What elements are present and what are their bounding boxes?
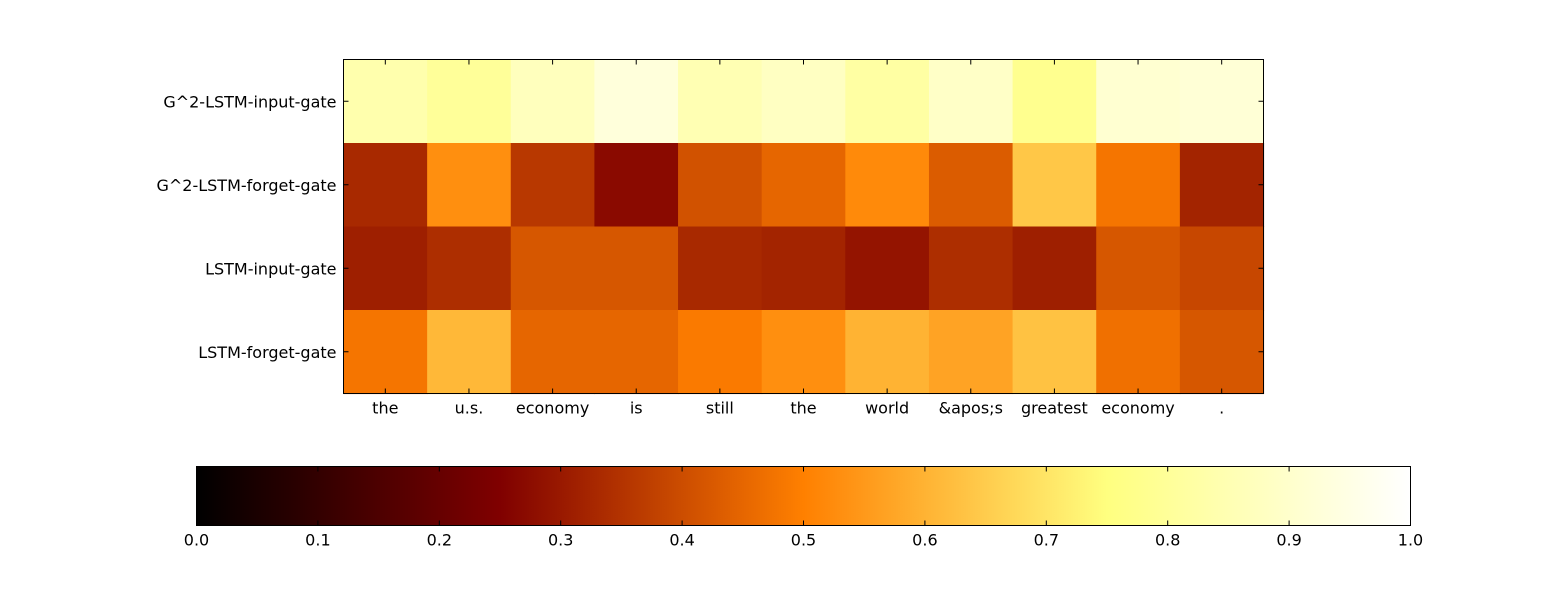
heatmap-cell (1012, 226, 1097, 311)
heatmap-cell (1012, 59, 1097, 144)
heatmap-cell (1096, 143, 1181, 228)
colorbar-tick-label: 0.8 (1155, 531, 1180, 550)
heatmap-cell (928, 143, 1014, 228)
heatmap-cell (1012, 143, 1097, 228)
heatmap-cell (761, 59, 846, 144)
colorbar-tick-label: 0.9 (1276, 531, 1301, 550)
x-tick-label: u.s. (455, 399, 484, 418)
x-tick-label: still (706, 399, 734, 418)
heatmap-cell (928, 226, 1014, 311)
heatmap-cell (761, 310, 846, 395)
colorbar (196, 466, 1411, 526)
heatmap-cell (1179, 226, 1265, 311)
heatmap-cell (845, 143, 930, 228)
heatmap-cell (845, 59, 930, 144)
heatmap-cell (343, 310, 428, 395)
heatmap-cell (510, 310, 596, 395)
y-tick-labels: G^2-LSTM-input-gate G^2-LSTM-forget-gate L… (156, 92, 336, 362)
colorbar-tick-label: 1.0 (1398, 531, 1423, 550)
heatmap-cell (928, 310, 1014, 395)
y-tick-label: LSTM-input-gate (205, 259, 336, 278)
heatmap-cell (427, 59, 512, 144)
heatmap-cell (1096, 59, 1181, 144)
heatmap-cell (427, 143, 512, 228)
heatmap-cell (427, 226, 512, 311)
colorbar-tick-label: 0.5 (791, 531, 816, 550)
y-tick-label: G^2-LSTM-input-gate (163, 92, 336, 111)
heatmap-cell (678, 310, 763, 395)
x-tick-label: . (1219, 399, 1224, 418)
x-tick-label: economy (1101, 399, 1174, 418)
heatmap-cell (678, 143, 763, 228)
heatmap-cell (1012, 310, 1097, 395)
x-tick-label: greatest (1021, 399, 1088, 418)
heatmap-cell (1096, 226, 1181, 311)
x-tick-label: world (865, 399, 909, 418)
heatmap-cell (678, 59, 763, 144)
colorbar-tick-label: 0.3 (548, 531, 573, 550)
heatmap-cell (1179, 143, 1265, 228)
heatmap-cell (678, 226, 763, 311)
heatmap-cell (343, 226, 428, 311)
x-tick-label: economy (516, 399, 589, 418)
heatmap-cell (594, 143, 679, 228)
x-tick-labels: the u.s. economy is still the world &apos;s grea… (372, 399, 1224, 418)
heatmap-cell (510, 59, 596, 144)
colorbar-tick-label: 0.0 (184, 531, 209, 550)
heatmap-cell (928, 59, 1014, 144)
colorbar-ticks (196, 466, 1411, 526)
heatmap-cell (761, 143, 846, 228)
heatmap-cell (1179, 59, 1265, 144)
heatmap-cells (343, 59, 1265, 395)
heatmap-cell (510, 226, 596, 311)
y-tick-label: LSTM-forget-gate (198, 343, 336, 362)
colorbar-tick-labels: 0.0 0.1 0.2 0.3 0.4 0.5 0.6 0.7 0.8 0.9 1.0 (184, 531, 1423, 550)
heatmap-cell (594, 310, 679, 395)
heatmap-cell (427, 310, 512, 395)
heatmap-cell (594, 59, 679, 144)
heatmap-cell (1096, 310, 1181, 395)
heatmap-cell (343, 143, 428, 228)
heatmap-cell (1179, 310, 1265, 395)
heatmap-cell (594, 226, 679, 311)
colorbar-tick-label: 0.7 (1034, 531, 1059, 550)
heatmap-cell (761, 226, 846, 311)
colorbar-tick-label: 0.6 (912, 531, 937, 550)
y-tick-label: G^2-LSTM-forget-gate (156, 176, 336, 195)
heatmap-cell (845, 226, 930, 311)
axis-ticks (343, 59, 1264, 394)
colorbar-tick-label: 0.2 (427, 531, 452, 550)
x-tick-label: is (630, 399, 643, 418)
x-tick-label: &apos;s (939, 399, 1003, 418)
colorbar-tick-label: 0.1 (305, 531, 330, 550)
colorbar-tick-label: 0.4 (669, 531, 694, 550)
x-tick-label: the (372, 399, 398, 418)
heatmap-cell (510, 143, 596, 228)
heatmap-cell (343, 59, 428, 144)
x-tick-label: the (790, 399, 816, 418)
heatmap-cell (845, 310, 930, 395)
